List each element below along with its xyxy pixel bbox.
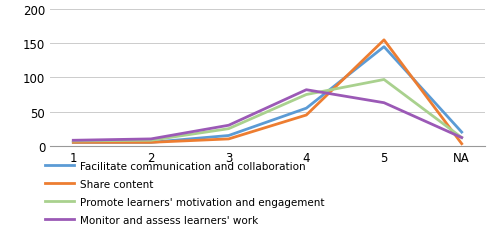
Share content xyxy=(70,141,76,144)
Monitor and assess learners' work xyxy=(458,137,464,140)
Promote learners' motivation and engagement xyxy=(458,137,464,140)
Share content xyxy=(381,39,387,42)
Legend: Facilitate communication and collaboration, Share content, Promote learners' mot: Facilitate communication and collaborati… xyxy=(45,162,324,225)
Share content xyxy=(458,143,464,146)
Promote learners' motivation and engagement xyxy=(304,93,310,97)
Line: Facilitate communication and collaboration: Facilitate communication and collaborati… xyxy=(74,47,462,143)
Monitor and assess learners' work xyxy=(304,89,310,92)
Promote learners' motivation and engagement xyxy=(226,128,232,131)
Facilitate communication and collaboration xyxy=(381,46,387,49)
Facilitate communication and collaboration xyxy=(148,141,154,144)
Line: Share content: Share content xyxy=(74,41,462,144)
Monitor and assess learners' work xyxy=(148,138,154,141)
Monitor and assess learners' work xyxy=(381,102,387,105)
Line: Promote learners' motivation and engagement: Promote learners' motivation and engagem… xyxy=(74,80,462,141)
Promote learners' motivation and engagement xyxy=(70,140,76,143)
Facilitate communication and collaboration xyxy=(458,131,464,134)
Facilitate communication and collaboration xyxy=(70,141,76,144)
Line: Monitor and assess learners' work: Monitor and assess learners' work xyxy=(74,90,462,141)
Monitor and assess learners' work xyxy=(70,139,76,142)
Share content xyxy=(226,138,232,141)
Facilitate communication and collaboration xyxy=(226,135,232,138)
Facilitate communication and collaboration xyxy=(304,107,310,110)
Promote learners' motivation and engagement xyxy=(381,79,387,82)
Monitor and assess learners' work xyxy=(226,124,232,127)
Share content xyxy=(304,114,310,117)
Share content xyxy=(148,141,154,144)
Promote learners' motivation and engagement xyxy=(148,139,154,142)
